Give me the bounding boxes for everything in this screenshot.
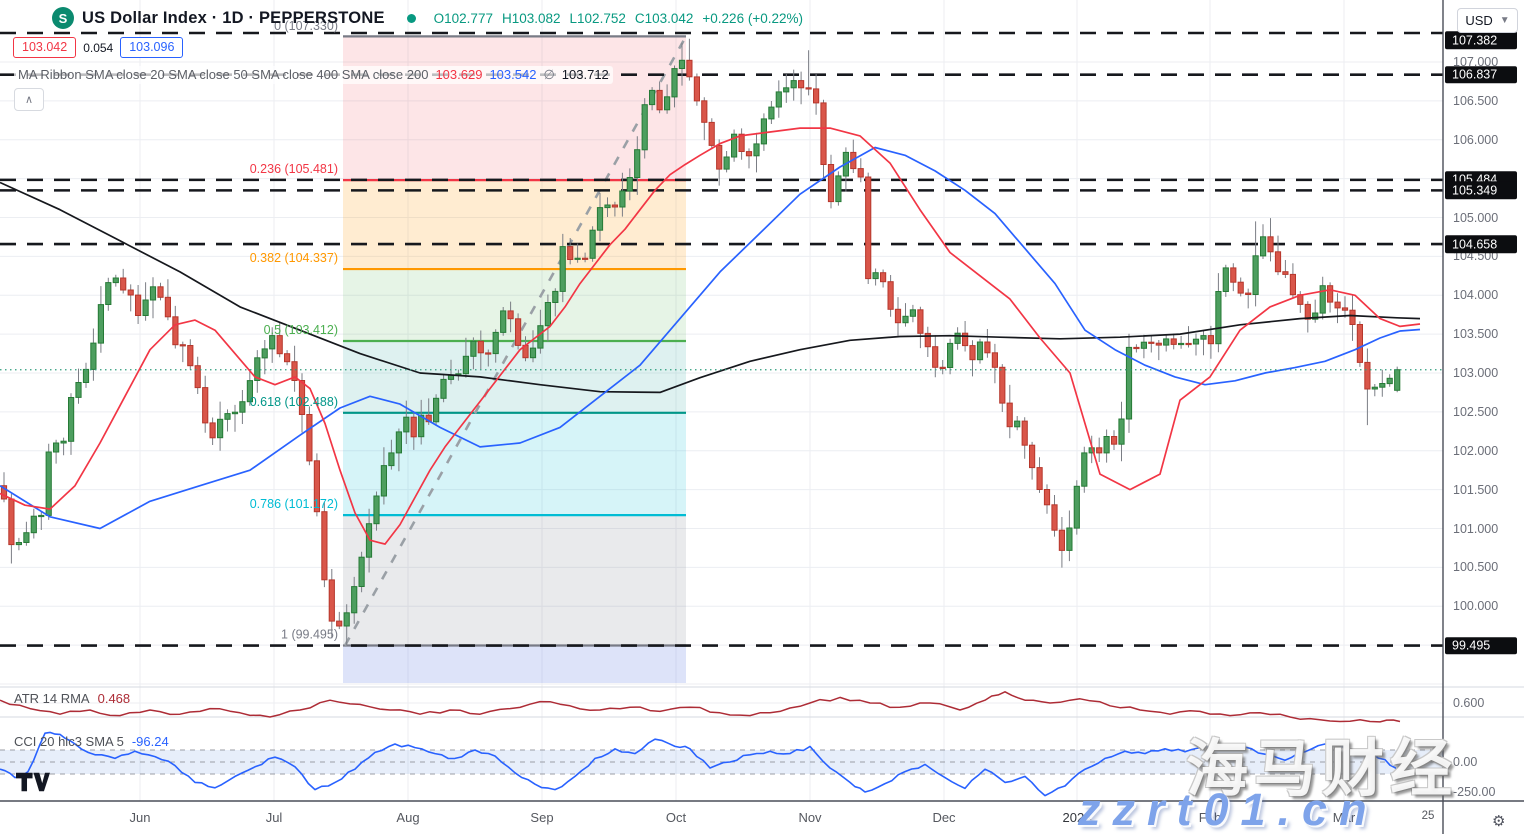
cci-axis-tick: -250.00 [1453, 785, 1496, 799]
time-axis-label: Aug [396, 810, 420, 825]
price-level-badge[interactable]: 107.382 [1445, 31, 1517, 49]
time-axis[interactable]: Jun Jul Aug Sep Oct Nov Dec 2024 Feb Mar 25 [0, 806, 1443, 834]
price-tick: 106.000 [1453, 132, 1499, 147]
ma-ribbon-title: MA Ribbon SMA close 20 SMA close 50 SMA … [18, 67, 429, 82]
time-axis-label: Mar [1332, 810, 1356, 825]
price-tick: 102.500 [1453, 404, 1499, 419]
cci-axis-tick: 0.00 [1453, 755, 1478, 769]
time-axis-label: Jun [129, 810, 151, 825]
price-tick: 100.000 [1453, 599, 1499, 614]
time-axis-label: Oct [665, 810, 687, 825]
currency-selector[interactable]: USD ▼ [1457, 8, 1518, 33]
market-status-icon [406, 13, 416, 23]
chevron-down-icon: ▼ [1499, 15, 1510, 26]
price-tick: 101.500 [1453, 482, 1499, 497]
svg-text:1 (99.495): 1 (99.495) [281, 628, 338, 642]
symbol-title[interactable]: US Dollar Index · 1D · PEPPERSTONE [82, 8, 385, 27]
price-tick: 100.500 [1453, 560, 1499, 575]
symbol-header: S US Dollar Index · 1D · PEPPERSTONE O10… [52, 7, 803, 29]
time-axis-label: Jul [265, 810, 283, 825]
price-level-badge[interactable]: 106.837 [1445, 65, 1517, 84]
time-axis-label: Nov [798, 810, 822, 825]
price-tick: 104.000 [1453, 288, 1499, 303]
currency-label: USD [1465, 13, 1493, 28]
svg-text:0.5 (103.412): 0.5 (103.412) [264, 323, 338, 337]
time-axis-label: Sep [530, 810, 554, 825]
ma-ribbon-legend[interactable]: MA Ribbon SMA close 20 SMA close 50 SMA … [14, 66, 613, 84]
ma-ribbon-value-3: ∅ [543, 67, 555, 82]
price-tick: 104.500 [1453, 249, 1499, 264]
svg-text:0 (107.330): 0 (107.330) [274, 19, 338, 33]
time-axis-label: Feb [1198, 810, 1222, 825]
price-tick: 105.000 [1453, 210, 1499, 225]
time-axis-label: 25 [1421, 810, 1435, 822]
ohlc-values: O102.777 H103.082 L102.752 C103.042 +0.226 (… [434, 11, 803, 26]
ohlc-seg-O: O102.777 [433, 10, 493, 26]
cci-legend[interactable]: CCI 20 hlc3 SMA 5 -96.24 [14, 734, 169, 749]
ask-price-box[interactable]: 103.096 [120, 37, 184, 58]
cci-value: -96.24 [131, 734, 169, 749]
ma-ribbon-value-2: 103.542 [489, 67, 537, 82]
svg-text:0.382 (104.337): 0.382 (104.337) [250, 251, 338, 265]
time-axis-label: 2024 [1062, 810, 1092, 825]
price-tick: 107.000 [1453, 55, 1499, 69]
svg-text:0.236 (105.481): 0.236 (105.481) [250, 162, 338, 176]
spread-value: 0.054 [83, 40, 114, 55]
price-tick: 103.000 [1453, 366, 1499, 380]
price-axis[interactable]: USD ▼ 107.000 106.500 106.000 105.000 104.50… [1443, 0, 1524, 834]
ma-ribbon-value-4: 103.712 [561, 67, 609, 82]
ma-ribbon-value-1: 103.629 [435, 67, 483, 82]
bid-price-box[interactable]: 103.042 [13, 37, 77, 58]
quote-row: 103.042 0.054 103.096 [13, 37, 184, 58]
price-level-badge[interactable]: 104.658 [1445, 235, 1517, 253]
atr-legend-label: ATR 14 RMA [14, 691, 90, 706]
price-level-badge[interactable]: 105.349 [1445, 181, 1517, 200]
svg-text:0.618 (102.488): 0.618 (102.488) [250, 395, 338, 409]
ohlc-seg-L: L102.752 [569, 10, 626, 26]
atr-legend[interactable]: ATR 14 RMA 0.468 [14, 691, 130, 706]
time-axis-label: Dec [932, 810, 956, 825]
ohlc-seg-C: C103.042 [634, 10, 694, 26]
svg-text:0.786 (101.172): 0.786 (101.172) [250, 497, 338, 511]
price-tick: 102.000 [1453, 443, 1499, 458]
change-value: +0.226 (+0.22%) [702, 10, 803, 26]
cci-legend-label: CCI 20 hlc3 SMA 5 [14, 734, 124, 749]
tradingview-logo[interactable] [16, 772, 50, 797]
price-tick: 106.500 [1453, 93, 1499, 108]
atr-value: 0.468 [97, 691, 131, 706]
atr-axis-tick: 0.600 [1453, 696, 1485, 710]
price-level-badge[interactable]: 99.495 [1445, 636, 1517, 655]
settings-gear-icon[interactable]: ⚙ [1492, 813, 1506, 830]
price-tick: 101.000 [1453, 521, 1499, 536]
symbol-logo-icon[interactable]: S [52, 7, 74, 29]
collapse-indicators-button[interactable]: ∧ [14, 88, 44, 111]
price-tick: 103.500 [1453, 327, 1499, 342]
ohlc-seg-H: H103.082 [501, 10, 561, 26]
